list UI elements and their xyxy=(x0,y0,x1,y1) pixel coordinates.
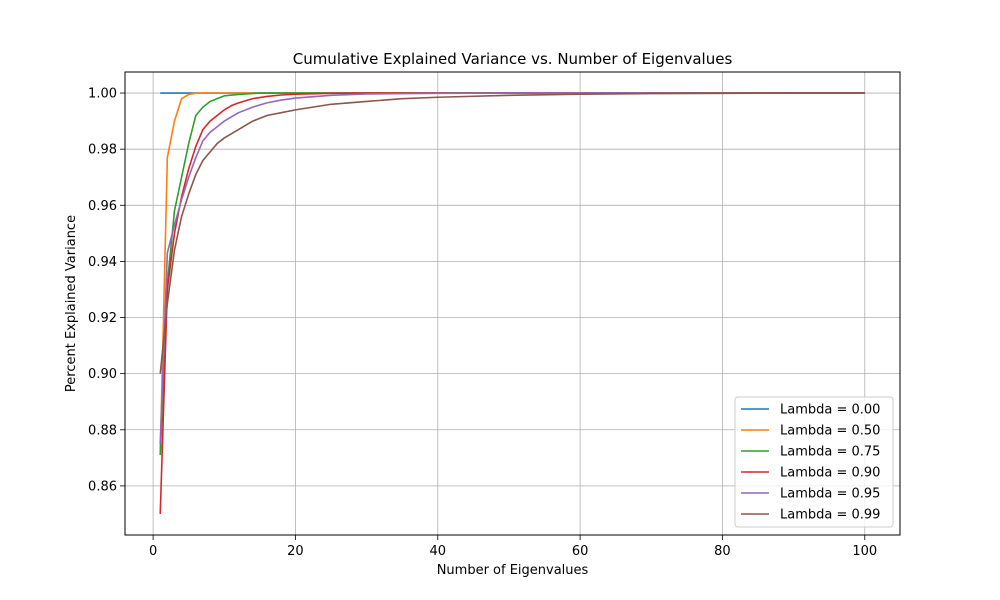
y-axis-ticks: 0.86 0.88 0.90 0.92 0.94 0.96 0.98 1.00 xyxy=(88,87,125,494)
legend-label-3: Lambda = 0.90 xyxy=(780,466,880,481)
y-tick-label: 0.90 xyxy=(88,367,117,382)
legend: Lambda = 0.00 Lambda = 0.50 Lambda = 0.75 L… xyxy=(734,396,894,528)
y-tick-label: 0.88 xyxy=(88,423,117,438)
y-tick-label: 0.86 xyxy=(88,479,117,494)
y-tick-label: 0.92 xyxy=(88,311,117,326)
y-axis-label: Percent Explained Variance xyxy=(64,215,79,392)
legend-label-4: Lambda = 0.95 xyxy=(780,487,880,502)
y-tick-label: 0.94 xyxy=(88,255,117,270)
x-tick-label: 0 xyxy=(149,544,157,559)
series-line-5 xyxy=(159,92,865,374)
y-tick-label: 0.96 xyxy=(88,199,117,214)
x-tick-label: 100 xyxy=(852,544,877,559)
legend-box xyxy=(734,396,894,528)
legend-label-5: Lambda = 0.99 xyxy=(780,508,880,523)
y-tick-label: 1.00 xyxy=(88,87,117,102)
chart-title: Cumulative Explained Variance vs. Number… xyxy=(293,50,733,68)
plot-frame xyxy=(124,71,901,536)
series-lines xyxy=(159,92,865,514)
series-line-4 xyxy=(159,92,865,444)
legend-label-0: Lambda = 0.00 xyxy=(780,403,880,418)
legend-label-1: Lambda = 0.50 xyxy=(780,424,880,439)
x-tick-label: 80 xyxy=(714,544,731,559)
legend-items: Lambda = 0.00 Lambda = 0.50 Lambda = 0.75 L… xyxy=(741,403,880,523)
x-tick-label: 60 xyxy=(572,544,589,559)
x-tick-label: 20 xyxy=(287,544,304,559)
x-tick-label: 40 xyxy=(430,544,447,559)
x-axis-label: Number of Eigenvalues xyxy=(437,563,589,578)
y-tick-label: 0.98 xyxy=(88,143,117,158)
legend-label-2: Lambda = 0.75 xyxy=(780,445,880,460)
x-axis-ticks: 0 20 40 60 80 100 xyxy=(149,535,877,559)
